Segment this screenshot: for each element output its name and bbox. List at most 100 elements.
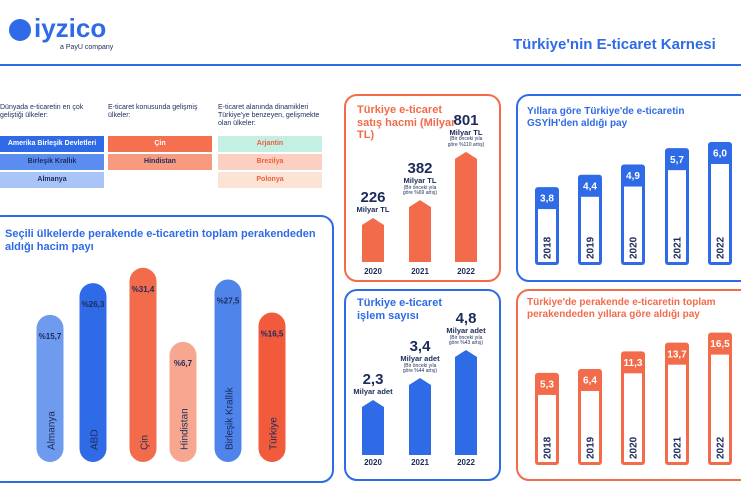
unit-label: Milyar adet: [353, 387, 393, 397]
list-heading: E-ticaret konusunda gelişmiş ülkeler:: [108, 104, 198, 120]
value-label-group: 3,4 Milyar adet (Bir önceki yıla göre %44 …: [390, 338, 450, 375]
list-item: Amerika Birleşik Devletleri: [7, 140, 97, 147]
panel: [344, 94, 501, 282]
bar-inner: [581, 196, 599, 262]
bar: [214, 279, 242, 462]
value-label: 5,3: [540, 380, 554, 391]
value-label: 4,9: [626, 171, 640, 182]
list-item: Polonya: [256, 176, 284, 183]
list-item-box: [218, 136, 322, 152]
value-label: %6,7: [174, 359, 193, 368]
bar: [36, 314, 64, 462]
value-label: 2,3: [362, 371, 384, 389]
value-label: %15,7: [39, 332, 62, 341]
value-label: 4,4: [583, 181, 597, 192]
bar-inner: [538, 209, 556, 262]
panel: [0, 94, 334, 211]
x-tick-label: Çin: [140, 435, 151, 450]
value-label: 3,4: [409, 337, 431, 355]
logo-tagline: a PayU company: [60, 44, 114, 51]
list-item-box: [0, 154, 104, 170]
note-label: (Bir önceki yıla göre %69 artış): [402, 184, 438, 197]
bar: [409, 378, 431, 455]
value-label: 382: [407, 159, 433, 177]
list-item-box: [0, 172, 104, 188]
bar: [362, 400, 384, 455]
bar: [79, 283, 107, 462]
logo: iyzico: [34, 13, 107, 43]
list-item: Hindistan: [144, 158, 176, 165]
value-label: 6,0: [713, 149, 727, 160]
x-tick-label: 2019: [586, 236, 597, 259]
bar-inner: [711, 354, 729, 462]
value-label: 5,7: [670, 155, 684, 166]
value-label: %31,4: [132, 285, 155, 294]
x-tick-label: 2021: [673, 436, 684, 459]
x-tick-label: 2018: [543, 436, 554, 459]
value-label-group: 2,3 Milyar adet: [343, 371, 403, 397]
bar: [409, 200, 431, 262]
value-label: 801: [453, 111, 479, 129]
x-tick-label: 2019: [586, 436, 597, 459]
unit-label: Milyar TL: [356, 205, 390, 215]
chart-title: Türkiye e-ticaret satış hacmi (Milyar TL…: [357, 104, 456, 142]
note-label: (Bir önceki yıla göre %110 artış): [447, 136, 485, 149]
x-tick-label: 2022: [716, 436, 727, 459]
panel: [516, 289, 741, 481]
panel: [344, 289, 501, 481]
value-label-group: 4,8 Milyar adet (Bir önceki yıla göre %43 …: [436, 310, 496, 347]
panel: [0, 215, 334, 483]
list-heading: E-ticaret alanında dinamikleri Türkiye'y…: [218, 104, 320, 128]
bar-inner: [624, 186, 642, 262]
page-title: Türkiye'nin E-ticaret Karnesi: [513, 36, 716, 53]
x-tick-label: 2021: [673, 236, 684, 259]
list-item-box: [218, 172, 322, 188]
panel: [516, 94, 741, 282]
unit-label: Milyar adet: [446, 325, 486, 335]
x-tick-label: 2020: [629, 236, 640, 259]
x-tick-label: 2020: [629, 436, 640, 459]
list-item: Almanya: [37, 176, 67, 183]
list-item: Birleşik Krallık: [27, 158, 77, 165]
x-tick-label: Türkiye: [269, 417, 280, 450]
x-tick-label: 2022: [716, 236, 727, 259]
value-label: 3,8: [540, 194, 554, 205]
x-tick-label: 2022: [457, 267, 475, 276]
bar-inner: [581, 390, 599, 462]
chart-title: Seçili ülkelerde perakende e-ticaretin t…: [5, 228, 316, 253]
x-tick-label: 2020: [364, 267, 382, 276]
bar: [129, 267, 157, 462]
bar-inner: [538, 394, 556, 462]
value-label-group: 226 Milyar TL: [343, 189, 403, 215]
bar-inner: [711, 164, 729, 262]
x-tick-label: Hindistan: [180, 408, 191, 450]
value-label-group: 382 Milyar TL (Bir önceki yıla göre %69 ar…: [390, 160, 450, 197]
note-label: (Bir önceki yıla göre %43 artış): [448, 334, 484, 347]
list-item: Brezilya: [256, 158, 284, 165]
list-heading: Dünyada e-ticaretin en çok geliştiği ülk…: [0, 104, 84, 120]
value-label-group: 801 Milyar TL (Bir önceki yıla göre %110 a…: [436, 112, 496, 149]
value-label: 13,7: [667, 349, 687, 360]
unit-label: Milyar adet: [400, 353, 440, 363]
value-label: 226: [360, 189, 386, 207]
chart-title: Yıllara göre Türkiye'de e-ticaretin GSYİ…: [527, 106, 685, 129]
list-item-box: [0, 136, 104, 152]
chart-title: Türkiye'de perakende e-ticaretin toplam …: [527, 297, 716, 320]
list-item: Çin: [154, 140, 166, 147]
bar-inner: [668, 364, 686, 462]
bar-inner: [668, 170, 686, 262]
value-label: 16,5: [710, 339, 730, 350]
value-label: 6,4: [583, 376, 597, 387]
value-label: %16,5: [261, 330, 284, 339]
x-tick-label: Almanya: [47, 411, 58, 450]
unit-label: Milyar TL: [403, 175, 437, 185]
note-label: (Bir önceki yıla göre %44 artış): [402, 362, 438, 375]
x-tick-label: 2020: [364, 458, 382, 467]
bar: [362, 218, 384, 262]
list-item: Arjantin: [256, 140, 284, 147]
chart-title: Türkiye e-ticaret işlem sayısı: [357, 297, 442, 322]
bar: [455, 151, 477, 262]
x-tick-label: ABD: [90, 429, 101, 450]
